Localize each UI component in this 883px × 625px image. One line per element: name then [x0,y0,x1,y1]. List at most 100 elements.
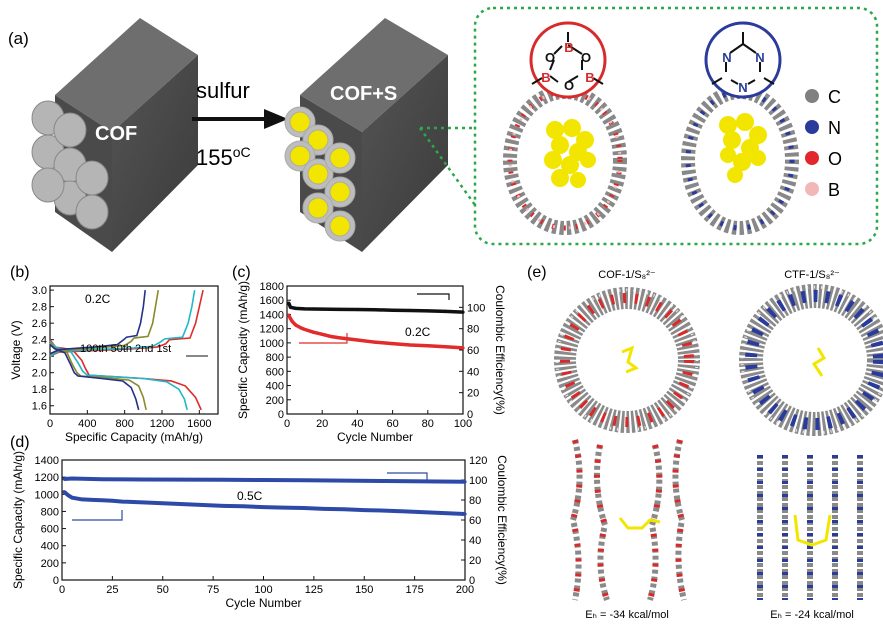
y-right-axis-label: Coulombic Efficiency(%) [495,455,509,585]
point-coulombic [342,479,346,483]
point-capacity [443,511,447,515]
ctf1-top-view [739,284,883,436]
x-tick-label: 75 [207,584,219,596]
y-tick-label: 600 [41,524,59,536]
x-tick-label: 0 [284,418,290,430]
y-tick-label: 800 [266,352,284,364]
arrow-label-sulfur: sulfur [196,78,250,103]
y-tick-label: 600 [266,366,284,378]
encapsulated-sulfur-right [719,113,767,183]
right-axis-arrow [387,472,428,481]
point-capacity [311,330,315,334]
series-100th-charge [49,290,146,355]
cof-pore-ends [31,100,109,230]
chart-b: 0 400 800 1200 1600 1.6 1.8 2.0 2.2 2.4 2.6 2.8 3.0 S… [9,285,219,444]
ring-atom-b2: B [585,70,594,85]
cof-label: COF [95,123,137,145]
panel-label-d: (d) [10,434,30,451]
x-tick-label: 175 [405,584,423,596]
x-tick-label: 0 [59,584,65,596]
legend-swatch-n [805,120,819,134]
x-tick-label: 100 [254,584,272,596]
point-capacity [299,326,303,330]
x-tick-label: 60 [386,418,398,430]
point-capacity [120,499,125,504]
ring-atom-o2: O [564,78,574,93]
legend-label-c: C [828,87,841,107]
legend-item-b: B [805,180,840,200]
cof-s-bundle: COF+S [284,18,448,252]
x-tick-label: 400 [78,418,96,430]
point-capacity [382,508,386,513]
cof1-binding-energy: Eₕ = -34 kcal/mol [585,609,669,621]
y-right-tick-label: 80 [469,495,481,507]
y-tick-label: 1.8 [32,384,47,396]
y-tick-label: 1000 [35,489,59,501]
plot-frame [49,285,219,415]
point-capacity [288,317,293,321]
point-coulombic [141,477,145,482]
y-right-tick-label: 120 [469,455,487,467]
cof-s-label: COF+S [330,83,397,105]
point-capacity [181,502,185,506]
y-tick-label: 200 [266,395,284,407]
point-capacity [402,509,407,514]
x-tick-label: 0 [47,418,53,430]
y-tick-label: 0 [278,409,284,421]
y-right-axis-label: Coulombic Efficiency(%) [493,285,507,415]
y-right-tick-label: 20 [467,388,479,400]
left-axis-arrow [299,333,348,344]
cof1-side-view [569,439,687,601]
ctf1-binding-energy: Eₕ = -24 kcal/mol [770,609,854,621]
legend-swatch-b [805,182,819,196]
point-capacity [423,510,427,514]
point-capacity [221,504,225,508]
point-capacity [461,346,465,350]
arrow-label-temperature: 155oC [196,144,251,170]
y-tick-label: 1.6 [32,401,47,413]
y-axis-label: Voltage (V) [9,320,23,379]
panel-label-b: (b) [10,264,30,281]
y-right-tick-label: 40 [469,535,481,547]
point-capacity [80,497,84,502]
point-coulombic [288,305,293,309]
legend-item-o: O [805,149,842,169]
y-tick-label: 800 [41,506,59,518]
right-axis-arrow [417,293,450,300]
y-tick-label: 1200 [260,324,284,336]
legend-swatch-c [805,89,819,103]
ring-atom-n1: N [722,50,731,65]
y-right-tick-label: 0 [467,409,473,421]
point-coulombic [373,308,377,312]
point-capacity [362,508,366,512]
y-tick-label: 1800 [260,281,284,293]
point-coulombic [426,309,430,313]
y-tick-label: 400 [266,381,284,393]
y-axis-label: Specific Capacity (mAh/g) [236,281,250,419]
point-coulombic [100,477,104,481]
legend-label-o: O [828,149,842,169]
ring-atom-b3: B [541,70,550,85]
ctf1-side-view [757,455,863,600]
triazine-ring-highlight [704,21,782,99]
cycle-order-annotation: 100th 50th 2nd 1st [80,343,171,355]
x-tick-label: 1600 [187,418,211,430]
x-tick-label: 100 [454,418,472,430]
point-capacity [294,323,298,327]
y-tick-label: 3.0 [32,285,47,297]
point-capacity [66,493,70,497]
x-tick-label: 80 [422,418,434,430]
point-coulombic [261,478,266,482]
chart-d: 0 25 50 75 100 125 150 175 200020040060080010001… [11,451,509,610]
temperature-unit: oC [233,144,251,160]
ctf1-pore-model: N N N [681,21,799,235]
point-coulombic [355,307,359,312]
y-right-tick-label: 60 [467,345,479,357]
point-capacity [322,507,326,511]
point-coulombic [181,478,185,482]
point-coulombic [382,479,386,483]
point-coulombic [463,480,467,484]
point-capacity [342,507,346,511]
